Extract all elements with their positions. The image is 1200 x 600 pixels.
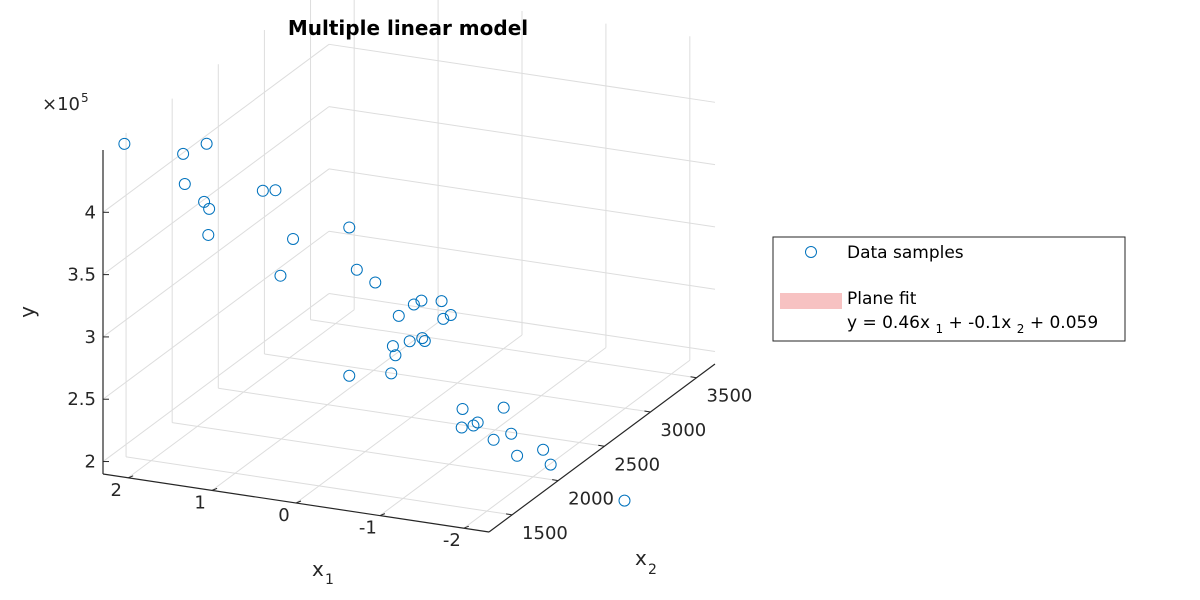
- x2-tick-label: 2500: [614, 454, 660, 475]
- x1-tick-label: 2: [110, 480, 121, 501]
- x2-axis-label-main: x: [635, 546, 647, 570]
- y-tick-label: 2: [85, 452, 96, 473]
- x2-tick-mark: [691, 377, 697, 378]
- data-sample-point: [257, 185, 268, 196]
- side-wall-grid-line-y: [103, 169, 329, 337]
- legend-equation-suffix: + 0.059: [1030, 313, 1098, 333]
- y-tick-label: 2.5: [67, 389, 96, 410]
- legend-equation-prefix: y = 0.46x: [847, 313, 930, 333]
- data-sample-point: [512, 450, 523, 461]
- floor-grid-line-x2: [172, 423, 558, 481]
- x2-axis-label: x 2: [635, 546, 657, 578]
- data-sample-point: [457, 403, 468, 414]
- x2-tick-label: 1500: [522, 523, 568, 544]
- data-sample-point: [506, 428, 517, 439]
- data-sample-point: [275, 270, 286, 281]
- legend-equation-sub1: 1: [935, 322, 943, 336]
- legend-equation-sub2: 2: [1017, 322, 1025, 336]
- data-sample-point: [545, 459, 556, 470]
- data-sample-point: [179, 179, 190, 190]
- data-sample-point: [538, 444, 549, 455]
- side-wall-grid-line-y: [103, 294, 329, 462]
- data-sample-point: [288, 233, 299, 244]
- x2-tick-mark: [644, 411, 650, 412]
- side-wall-grid-line-y: [103, 107, 329, 275]
- data-sample-point: [498, 402, 509, 413]
- y-tick-label: 4: [85, 202, 96, 223]
- x1-axis-label: x 1: [312, 557, 334, 588]
- floor-grid-line-x2: [264, 354, 650, 412]
- y-exponent-base: ×10: [42, 94, 80, 115]
- floor-grid-line-x2: [311, 320, 697, 378]
- data-sample-point: [270, 185, 281, 196]
- legend-equation-middle: + -0.1x: [948, 313, 1011, 333]
- data-sample-point: [344, 370, 355, 381]
- x2-axis-label-sub: 2: [648, 562, 657, 578]
- data-sample-point: [203, 229, 214, 240]
- data-sample-point: [393, 310, 404, 321]
- data-sample-point: [351, 264, 362, 275]
- grid-layer: [103, 0, 715, 528]
- data-sample-point: [344, 222, 355, 233]
- data-sample-point: [488, 434, 499, 445]
- marker-layer: [119, 138, 630, 506]
- floor-grid-line-x1: [128, 310, 354, 478]
- x2-tick-label: 2000: [568, 489, 614, 510]
- floor-grid-line-x1: [296, 335, 522, 503]
- side-wall-grid-line-y: [103, 231, 329, 399]
- y-exponent-power: 5: [81, 91, 89, 105]
- x2-tick-label: 3000: [660, 420, 706, 441]
- data-sample-point: [119, 138, 130, 149]
- data-sample-point: [201, 138, 212, 149]
- side-wall-grid-line-y: [103, 44, 329, 212]
- floor-grid-line-x2: [218, 388, 604, 446]
- x1-tick-label: -2: [443, 530, 461, 551]
- x2-tick-mark: [506, 514, 512, 515]
- x2-tick-mark: [552, 480, 558, 481]
- data-sample-point: [370, 277, 381, 288]
- x1-tick-label: -1: [359, 518, 377, 539]
- legend: Data samples Plane fit y = 0.46x 1 + -0.…: [773, 237, 1125, 341]
- legend-plane-swatch: [780, 293, 842, 309]
- data-sample-point: [178, 148, 189, 159]
- data-sample-point: [456, 422, 467, 433]
- floor-grid-line-x1: [212, 322, 438, 490]
- y-exponent: ×10 5: [42, 91, 89, 115]
- data-sample-point: [619, 495, 630, 506]
- y-tick-label: 3: [85, 327, 96, 348]
- x1-tick-label: 1: [194, 492, 205, 513]
- chart-title: Multiple linear model: [288, 16, 528, 40]
- x2-tick-mark: [598, 445, 604, 446]
- x2-tick-label: 3500: [707, 386, 753, 407]
- x1-axis-label-main: x: [312, 557, 324, 581]
- y-tick-label: 3.5: [67, 265, 96, 286]
- y-axis-label: y: [15, 306, 39, 318]
- x1-axis-label-sub: 1: [325, 572, 334, 588]
- legend-label-data-samples: Data samples: [847, 243, 964, 263]
- legend-label-plane-fit: Plane fit: [847, 289, 917, 309]
- x1-tick-label: 0: [278, 505, 289, 526]
